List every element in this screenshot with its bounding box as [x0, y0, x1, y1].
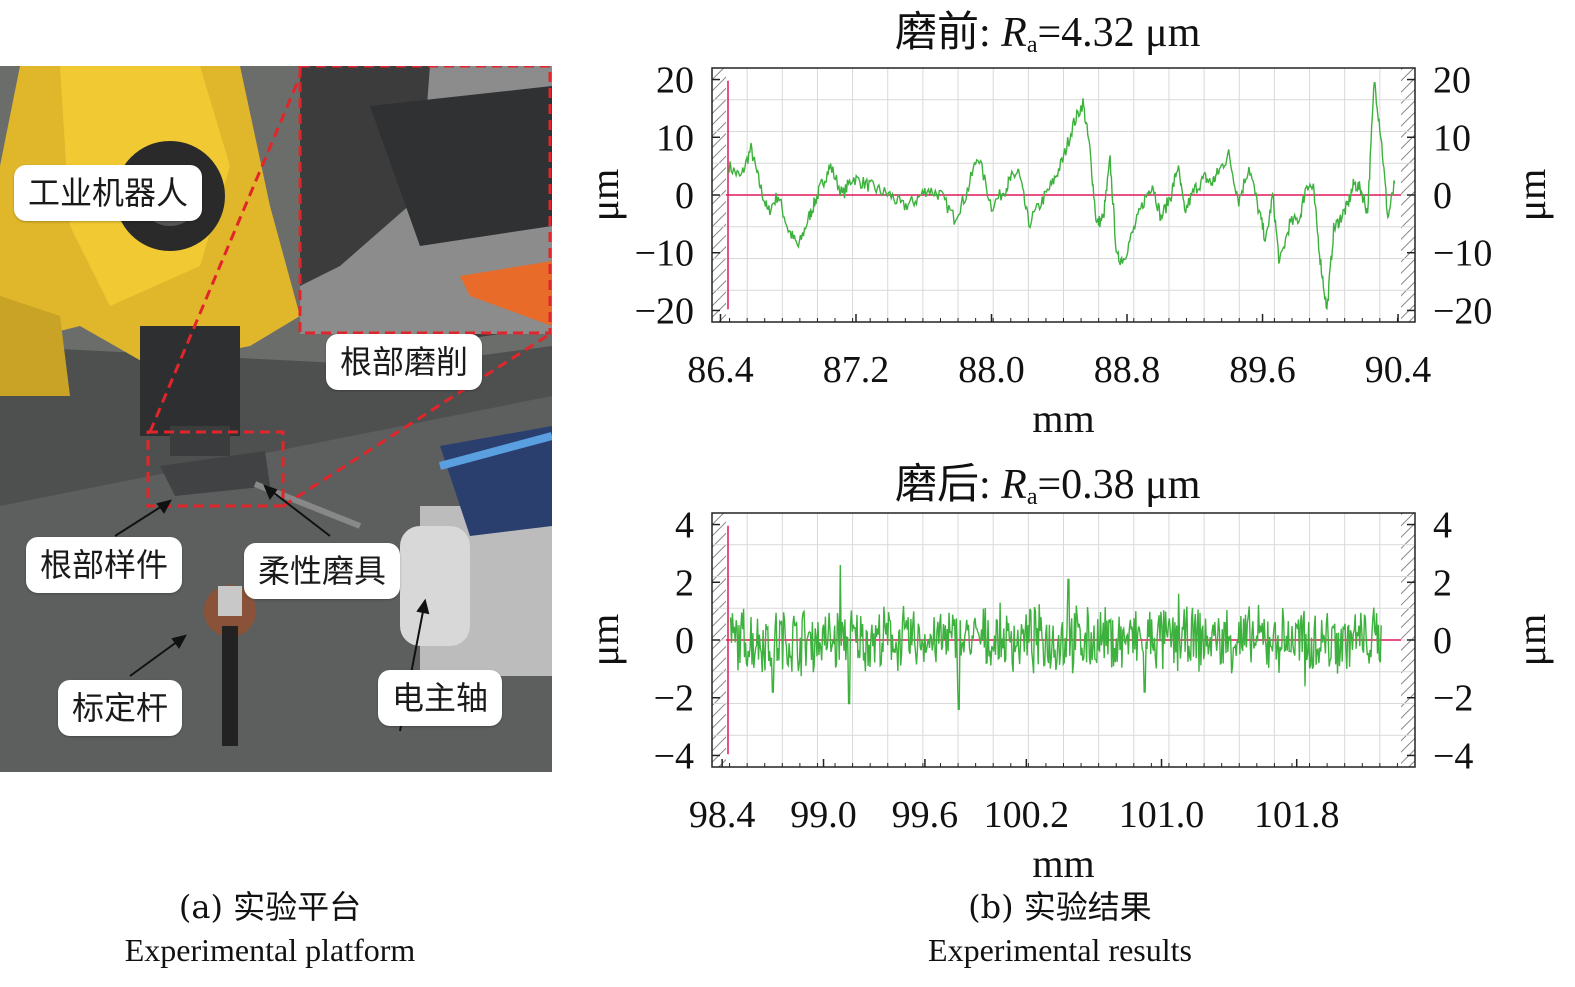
x-tick-label: 90.4: [1365, 349, 1432, 391]
y-tick-label-right: −2: [1433, 678, 1473, 720]
caption-left-zh: (a) 实验平台: [178, 888, 362, 926]
y-tick-label-left: 20: [656, 60, 694, 102]
x-tick-label: 98.4: [689, 794, 756, 836]
x-tick-label: 100.2: [984, 794, 1069, 836]
caption-left: (a) 实验平台 Experimental platform: [40, 886, 500, 972]
chart-bottom-title: 磨后: Ra=0.38 μm: [895, 462, 1201, 510]
y-tick-label-left: −20: [635, 290, 694, 332]
y-tick-label-left: 0: [675, 620, 694, 662]
x-axis-label: mm: [1032, 841, 1094, 885]
y-tick-label-left: 2: [675, 562, 694, 604]
y-tick-label-right: 2: [1433, 562, 1452, 604]
y-tick-label-right: −20: [1433, 290, 1492, 332]
y-axis-label-left: μm: [582, 169, 627, 222]
label-root-sample: 根部样件: [26, 537, 183, 593]
y-tick-label-right: 20: [1433, 60, 1471, 102]
caption-right-en: Experimental results: [928, 932, 1192, 969]
y-tick-label-left: −2: [654, 678, 694, 720]
y-axis-label-left: μm: [582, 614, 627, 667]
x-tick-label: 99.6: [892, 794, 959, 836]
x-axis-label: mm: [1032, 396, 1094, 440]
x-tick-label: 88.0: [958, 349, 1025, 391]
x-tick-label: 87.2: [823, 349, 890, 391]
caption-right: (b) 实验结果 Experimental results: [830, 886, 1290, 972]
y-tick-label-left: 0: [675, 175, 694, 217]
chart-before-grinding: 20 20 10 10 0 0 −10 −10 −20 −20 86.4 87.2 88.0 88.8 89…: [582, 60, 1554, 440]
y-tick-label-right: 0: [1433, 175, 1452, 217]
x-tick-label: 88.8: [1094, 349, 1161, 391]
y-tick-label-left: −4: [654, 735, 694, 777]
label-root-grinding: 根部磨削: [326, 334, 483, 390]
y-tick-label-right: 4: [1433, 505, 1452, 547]
y-tick-label-left: 4: [675, 505, 694, 547]
y-tick-label-left: −10: [635, 233, 694, 275]
caption-left-en: Experimental platform: [124, 932, 416, 969]
label-flexible-tool: 柔性磨具: [244, 543, 401, 599]
profile-series-line: [728, 81, 1396, 311]
y-tick-label-right: 0: [1433, 620, 1452, 662]
x-tick-label: 86.4: [687, 349, 754, 391]
y-tick-label-right: 10: [1433, 117, 1471, 159]
y-tick-label-left: 10: [656, 117, 694, 159]
chart-after-grinding: 4 4 2 2 0 0 −2 −2 −4 −4 98.4 99.0 99.6 100.2 101.0 101.…: [582, 505, 1554, 885]
x-tick-label: 99.0: [790, 794, 857, 836]
label-spindle: 电主轴: [378, 670, 503, 726]
label-calibration-rod: 标定杆: [58, 680, 183, 736]
profile-series-line: [729, 564, 1382, 710]
y-axis-label-right: μm: [1509, 169, 1554, 222]
y-tick-label-right: −10: [1433, 233, 1492, 275]
chart-top-title: 磨前: Ra=4.32 μm: [895, 10, 1201, 58]
x-tick-label: 101.0: [1119, 794, 1205, 836]
x-tick-label: 89.6: [1229, 349, 1296, 391]
label-industrial-robot: 工业机器人: [14, 165, 203, 221]
y-axis-label-right: μm: [1509, 614, 1554, 667]
x-tick-label: 101.8: [1254, 794, 1340, 836]
y-tick-label-right: −4: [1433, 735, 1473, 777]
caption-right-zh: (b) 实验结果: [968, 888, 1152, 926]
